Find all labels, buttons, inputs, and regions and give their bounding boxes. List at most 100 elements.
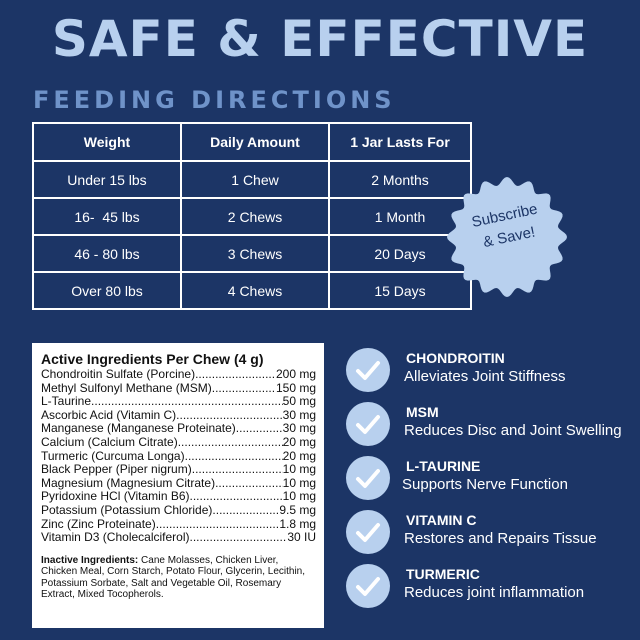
benefit-description: Restores and Repairs Tissue — [404, 530, 597, 547]
ingredient-amount: 30 mg — [282, 421, 316, 436]
ingredient-name: Black Pepper (Piper nigrum) — [41, 462, 192, 477]
ingredient-name: Chondroitin Sulfate (Porcine) — [41, 367, 196, 381]
ingredient-name: Zinc (Zinc Proteinate) — [41, 516, 156, 531]
ingredient-row: L-Taurine 50 mg — [41, 395, 316, 409]
ingredient-row: Methyl Sulfonyl Methane (MSM) 150 mg — [41, 380, 316, 396]
ingredient-row: Black Pepper (Piper nigrum) 10 mg — [41, 463, 316, 477]
dot-leader — [91, 395, 283, 409]
dot-leader — [185, 450, 283, 464]
ingredient-amount: 200 mg — [275, 367, 316, 381]
table-cell: Under 15 lbs — [32, 160, 182, 199]
benefit-item-vitamin-c: VITAMIN C Restores and Repairs Tissue — [346, 510, 636, 560]
ingredient-name: Pyridoxine HCl (Vitamin B6) — [41, 489, 190, 504]
ingredient-amount: 10 mg — [282, 475, 316, 490]
ingredients-heading: Active Ingredients Per Chew (4 g) — [41, 351, 264, 367]
benefit-description: Supports Nerve Function — [402, 476, 568, 493]
ingredient-name: Vitamin D3 (Cholecalciferol) — [41, 530, 190, 545]
benefit-description: Alleviates Joint Stiffness — [404, 368, 566, 385]
dot-leader — [190, 490, 283, 504]
ingredient-row: Manganese (Manganese Proteinate) 30 mg — [41, 422, 316, 436]
section-subtitle: FEEDING DIRECTIONS — [33, 86, 396, 114]
table-cell: 2 Chews — [180, 197, 330, 236]
table-cell: 4 Chews — [180, 271, 330, 310]
column-header: Weight — [32, 122, 182, 162]
dot-leader — [176, 409, 282, 423]
checkmark-icon — [346, 510, 390, 554]
benefit-title: VITAMIN C — [406, 512, 477, 528]
ingredient-name: Methyl Sulfonyl Methane (MSM) — [41, 380, 212, 395]
benefit-item-chondroitin: CHONDROITIN Alleviates Joint Stiffness — [346, 348, 636, 398]
scalloped-badge-shape — [447, 177, 567, 297]
table-row: 46 - 80 lbs 3 Chews 20 Days — [32, 234, 472, 273]
ingredient-name: Turmeric (Curcuma Longa) — [41, 448, 185, 463]
table-cell: 15 Days — [328, 271, 472, 310]
benefit-item-msm: MSM Reduces Disc and Joint Swelling — [346, 402, 636, 452]
checkmark-icon — [346, 402, 390, 446]
ingredient-amount: 9.5 mg — [279, 502, 316, 517]
ingredient-amount: 30 mg — [282, 407, 316, 422]
inactive-ingredients: Inactive Ingredients: Cane Molasses, Chi… — [41, 555, 316, 601]
table-cell: 3 Chews — [180, 234, 330, 273]
benefit-item-turmeric: TURMERIC Reduces joint inflammation — [346, 564, 636, 614]
benefit-description: Reduces Disc and Joint Swelling — [404, 422, 622, 439]
ingredient-amount: 20 mg — [282, 434, 316, 449]
ingredient-amount: 20 mg — [282, 448, 316, 463]
ingredient-row: Calcium (Calcium Citrate) 20 mg — [41, 434, 316, 450]
ingredient-row: Vitamin D3 (Cholecalciferol) 30 IU — [41, 531, 316, 545]
dot-leader — [192, 463, 283, 477]
ingredient-row: Chondroitin Sulfate (Porcine) 200 mg — [41, 367, 316, 382]
ingredients-panel: Active Ingredients Per Chew (4 g) Chondr… — [32, 343, 324, 628]
benefit-title: MSM — [406, 404, 439, 420]
ingredient-name: Magnesium (Magnesium Citrate) — [41, 475, 216, 490]
ingredient-row: Magnesium (Magnesium Citrate) 10 mg — [41, 475, 316, 491]
column-header: 1 Jar Lasts For — [328, 122, 472, 162]
table-cell: 46 - 80 lbs — [32, 234, 182, 273]
dot-leader — [190, 531, 288, 545]
benefit-item-l-taurine: L-TAURINE Supports Nerve Function — [346, 456, 636, 506]
dot-leader — [178, 436, 283, 450]
benefit-description: Reduces joint inflammation — [404, 584, 585, 601]
ingredient-name: Potassium (Potassium Chloride) — [41, 502, 213, 517]
column-header: Daily Amount — [180, 122, 330, 162]
ingredient-row: Potassium (Potassium Chloride) 9.5 mg — [41, 502, 316, 518]
ingredients-list: Chondroitin Sulfate (Porcine)200 mgMethy… — [41, 367, 316, 545]
benefit-title: L-TAURINE — [406, 458, 481, 474]
table-row: 16- 45 lbs 2 Chews 1 Month — [32, 197, 472, 236]
table-row: Under 15 lbs 1 Chew 2 Months — [32, 160, 472, 199]
dot-leader — [212, 382, 276, 396]
table-cell: 1 Chew — [180, 160, 330, 199]
inactive-label: Inactive Ingredients: — [41, 554, 139, 566]
benefit-title: CHONDROITIN — [406, 350, 505, 366]
ingredient-name: Ascorbic Acid (Vitamin C) — [41, 407, 177, 422]
dot-leader — [195, 368, 276, 382]
ingredient-row: Turmeric (Curcuma Longa) 20 mg — [41, 448, 316, 464]
ingredient-amount: 30 IU — [287, 530, 316, 545]
checkmark-icon — [346, 564, 390, 608]
checkmark-icon — [346, 348, 390, 392]
ingredient-amount: 10 mg — [282, 489, 316, 504]
feeding-table: Weight Daily Amount 1 Jar Lasts For Unde… — [32, 122, 472, 310]
dot-leader — [212, 504, 279, 518]
subscribe-badge: Subscribe & Save! — [443, 173, 571, 301]
table-row: Over 80 lbs 4 Chews 15 Days — [32, 271, 472, 310]
table-header-row: Weight Daily Amount 1 Jar Lasts For — [32, 122, 472, 162]
ingredient-name: L-Taurine — [41, 394, 92, 409]
table-cell: 16- 45 lbs — [32, 197, 182, 236]
dot-leader — [215, 477, 283, 491]
dot-leader — [156, 518, 280, 532]
table-cell: 1 Month — [328, 197, 472, 236]
table-cell: Over 80 lbs — [32, 271, 182, 310]
ingredient-amount: 50 mg — [282, 394, 316, 409]
ingredient-row: Ascorbic Acid (Vitamin C) 30 mg — [41, 407, 316, 423]
ingredient-row: Pyridoxine HCl (Vitamin B6) 10 mg — [41, 490, 316, 504]
ingredient-amount: 150 mg — [275, 380, 316, 395]
table-cell: 2 Months — [328, 160, 472, 199]
ingredient-name: Manganese (Manganese Proteinate) — [41, 421, 236, 436]
dot-leader — [236, 422, 283, 436]
ingredient-row: Zinc (Zinc Proteinate) 1.8 mg — [41, 516, 316, 532]
ingredient-amount: 10 mg — [282, 462, 316, 477]
page-title: SAFE & EFFECTIVE — [51, 10, 589, 68]
benefit-title: TURMERIC — [406, 566, 480, 582]
checkmark-icon — [346, 456, 390, 500]
ingredient-amount: 1.8 mg — [279, 516, 316, 531]
